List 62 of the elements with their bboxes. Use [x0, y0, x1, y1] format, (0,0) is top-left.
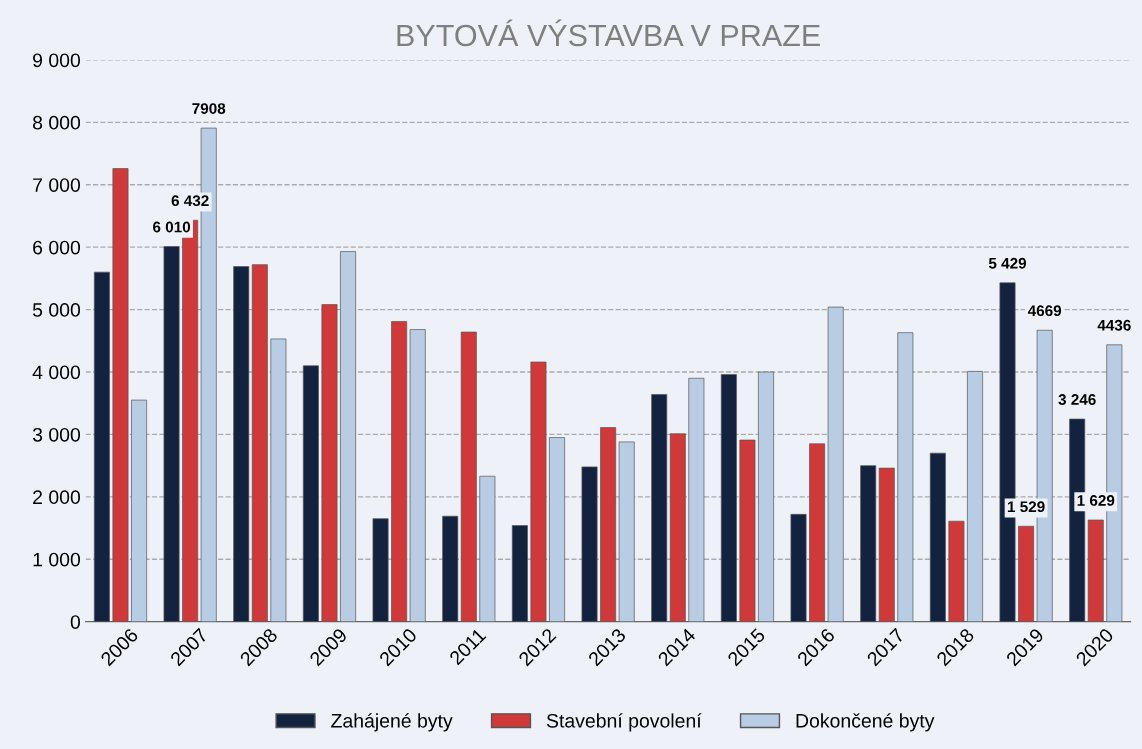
- y-tick-label: 7 000: [33, 178, 81, 192]
- bar: [251, 264, 268, 622]
- bar: [878, 467, 895, 622]
- bar: [233, 266, 250, 622]
- bar: [93, 271, 110, 622]
- data-label: 4669: [1027, 305, 1062, 317]
- bar: [688, 377, 705, 622]
- bar: [442, 515, 459, 622]
- bar: [1018, 525, 1035, 622]
- bar: [860, 465, 877, 622]
- bar: [720, 374, 737, 622]
- bar: [511, 525, 528, 622]
- bar: [112, 168, 129, 622]
- data-label: 5 429: [988, 257, 1027, 269]
- bar: [340, 251, 357, 622]
- bar: [302, 365, 319, 622]
- bar: [163, 246, 180, 622]
- bar: [809, 443, 826, 622]
- bar: [409, 329, 426, 622]
- bar: [460, 331, 477, 622]
- bar: [131, 399, 148, 622]
- y-tick-label: 2 000: [33, 490, 81, 505]
- bar: [530, 361, 547, 622]
- bar: [929, 452, 946, 622]
- legend-label: Zahájené byty: [331, 713, 453, 732]
- y-tick-label: 9 000: [33, 53, 81, 68]
- legend-label: Stavební povolení: [546, 713, 702, 732]
- data-label: 1 529: [1007, 501, 1045, 513]
- data-label: 6 432: [171, 195, 209, 207]
- bar: [758, 371, 774, 622]
- data-label: 6 010: [153, 221, 191, 233]
- y-tick-label: 5 000: [32, 303, 81, 317]
- bar: [618, 441, 635, 622]
- y-tick-label: 0: [70, 615, 81, 629]
- data-label: 1 629: [1077, 495, 1115, 506]
- bar: [549, 437, 565, 622]
- bar: [669, 433, 686, 622]
- bar: [391, 321, 408, 622]
- data-label: 4436: [1097, 319, 1131, 331]
- y-tick-label: 8 000: [32, 115, 81, 130]
- bar: [739, 439, 756, 622]
- bar: [372, 518, 389, 622]
- bar: [897, 332, 914, 622]
- bar: [600, 427, 617, 622]
- bar: [270, 338, 287, 622]
- bar: [790, 513, 807, 622]
- bar: [651, 394, 668, 622]
- y-tick-label: 6 000: [33, 240, 81, 255]
- data-label: 3 246: [1058, 394, 1096, 405]
- bar: [479, 475, 496, 622]
- bar: [1087, 519, 1104, 622]
- bar: [967, 371, 983, 622]
- legend-label: Dokončené byty: [796, 713, 935, 732]
- bar: [948, 520, 965, 622]
- y-tick-label: 4 000: [32, 365, 81, 380]
- y-tick-label: 3 000: [32, 427, 81, 442]
- bar: [321, 304, 338, 622]
- data-label: 7908: [192, 103, 226, 114]
- bar: [581, 466, 598, 622]
- y-tick-label: 1 000: [33, 552, 81, 567]
- chart-title: BYTOVÁ VÝSTAVBA V PRAZE: [397, 19, 820, 47]
- bar: [827, 306, 844, 622]
